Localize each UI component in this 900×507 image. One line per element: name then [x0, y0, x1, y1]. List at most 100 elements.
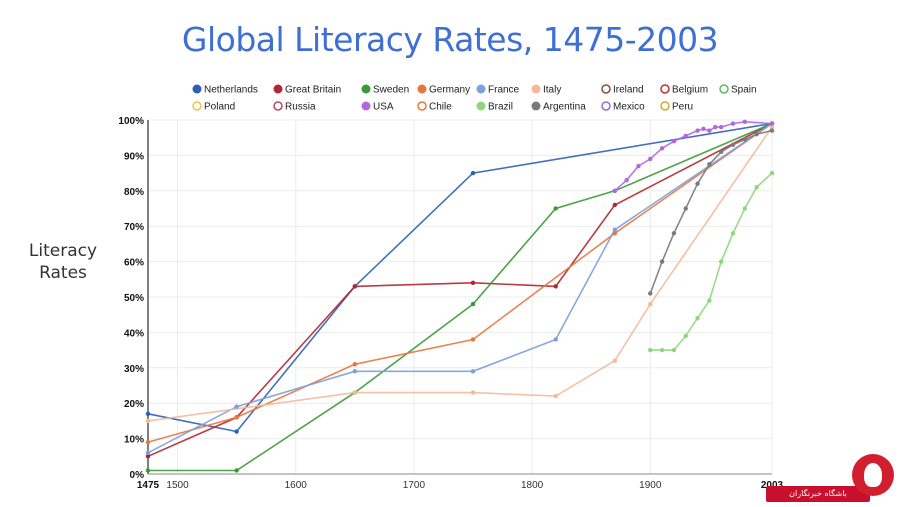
- data-point-italy: [769, 124, 775, 130]
- legend-label-belgium: Belgium: [672, 85, 708, 96]
- x-tick-label: 1500: [166, 480, 189, 491]
- data-point-brazil: [648, 347, 653, 353]
- legend-label-chile: Chile: [429, 102, 452, 113]
- legend-label-mexico: Mexico: [613, 102, 645, 113]
- tick-labels: 0% 10% 20% 30% 40% 50% 60% 70% 80% 90% 100% 1475 150…: [118, 116, 783, 491]
- data-point-usa: [624, 177, 629, 183]
- legend-label-usa: USA: [373, 102, 394, 113]
- data-point-italy: [553, 393, 558, 399]
- data-point-germany: [352, 362, 358, 367]
- data-point-italy: [352, 390, 358, 395]
- data-point-france: [234, 404, 239, 409]
- legend-label-italy: Italy: [543, 85, 561, 96]
- data-point-usa: [612, 188, 618, 193]
- data-point-argentina: [742, 137, 748, 142]
- legend-marker-great-britain: [273, 84, 283, 94]
- data-point-netherlands: [234, 429, 239, 434]
- data-point-argentina: [754, 131, 759, 137]
- legend-marker-peru: [660, 101, 670, 111]
- data-point-italy: [470, 390, 476, 395]
- data-point-argentina: [769, 128, 775, 133]
- legend: Netherlands Great Britain Sweden Germany Fra…: [192, 84, 757, 113]
- legend-marker-russia: [273, 101, 283, 111]
- series-line-netherlands: [147, 122, 773, 433]
- legend-marker-poland: [192, 101, 202, 111]
- legend-marker-spain: [719, 84, 729, 94]
- y-tick-label: 20%: [124, 399, 144, 410]
- data-point-brazil: [718, 259, 724, 264]
- data-point-usa: [769, 121, 775, 126]
- data-point-brazil: [671, 347, 677, 353]
- y-tick-label: 40%: [124, 328, 144, 339]
- data-point-argentina: [671, 231, 677, 236]
- data-point-brazil: [730, 231, 736, 236]
- data-point-germany: [612, 231, 618, 236]
- legend-marker-ireland: [601, 84, 611, 94]
- data-point-usa: [713, 124, 718, 130]
- x-tick-label: 1900: [639, 480, 662, 491]
- data-point-usa: [730, 121, 736, 126]
- data-point-brazil: [754, 185, 759, 190]
- data-point-argentina: [659, 259, 665, 264]
- series-line-great-britain: [147, 122, 773, 458]
- legend-label-netherlands: Netherlands: [204, 85, 258, 96]
- legend-marker-mexico: [601, 101, 611, 111]
- data-point-great-britain: [145, 454, 151, 459]
- y-tick-label: 10%: [124, 435, 144, 446]
- data-point-brazil: [683, 333, 688, 339]
- legend-label-france: France: [488, 85, 520, 96]
- legend-label-sweden: Sweden: [373, 85, 409, 96]
- legend-label-ireland: Ireland: [613, 85, 644, 96]
- legend-marker-france: [476, 84, 486, 94]
- legend-label-poland: Poland: [204, 102, 235, 113]
- legend-marker-netherlands: [192, 84, 202, 94]
- data-point-great-britain: [352, 284, 358, 289]
- data-point-argentina: [648, 291, 653, 296]
- data-point-brazil: [707, 298, 712, 303]
- data-point-argentina: [718, 149, 724, 155]
- legend-marker-usa: [361, 101, 371, 111]
- legend-marker-sweden: [361, 84, 371, 94]
- x-tick-label: 1600: [285, 480, 308, 491]
- y-tick-label: 100%: [118, 116, 144, 127]
- data-point-great-britain: [553, 284, 558, 289]
- data-point-usa: [671, 139, 677, 144]
- legend-marker-belgium: [660, 84, 670, 94]
- legend-marker-argentina: [531, 101, 541, 111]
- watermark-text: باشگاه خبرنگاران: [766, 486, 870, 502]
- x-tick-label: 1475: [137, 480, 160, 491]
- data-point-france: [553, 337, 558, 342]
- y-tick-label: 90%: [124, 151, 144, 162]
- legend-marker-brazil: [476, 101, 486, 111]
- data-point-france: [145, 450, 151, 455]
- legend-label-brazil: Brazil: [488, 102, 513, 113]
- grid: [147, 119, 773, 475]
- data-point-usa: [707, 128, 712, 133]
- data-point-france: [612, 227, 618, 232]
- data-point-netherlands: [470, 170, 476, 176]
- data-point-usa: [636, 163, 641, 169]
- data-point-argentina: [695, 181, 700, 186]
- legend-label-great-britain: Great Britain: [285, 85, 341, 96]
- data-point-usa: [742, 119, 748, 124]
- data-point-sweden: [145, 468, 151, 473]
- x-tick-label: 1700: [403, 480, 426, 491]
- watermark: باشگاه خبرنگاران: [766, 452, 896, 504]
- x-tick-label: 2003: [761, 480, 784, 491]
- data-point-argentina: [683, 206, 688, 211]
- series-points: [145, 119, 775, 473]
- data-point-usa: [659, 146, 665, 151]
- data-point-germany: [234, 415, 239, 420]
- watermark-logo: [852, 454, 894, 496]
- legend-label-germany: Germany: [429, 85, 470, 96]
- data-point-argentina: [730, 142, 736, 147]
- y-tick-label: 80%: [124, 187, 144, 198]
- data-point-usa: [718, 124, 724, 130]
- y-axis-label: Literacy Rates: [28, 241, 98, 283]
- data-point-great-britain: [470, 280, 476, 286]
- x-tick-label: 1800: [521, 480, 544, 491]
- y-tick-label: 0%: [130, 470, 145, 481]
- series-lines: [147, 120, 773, 472]
- legend-label-peru: Peru: [672, 102, 693, 113]
